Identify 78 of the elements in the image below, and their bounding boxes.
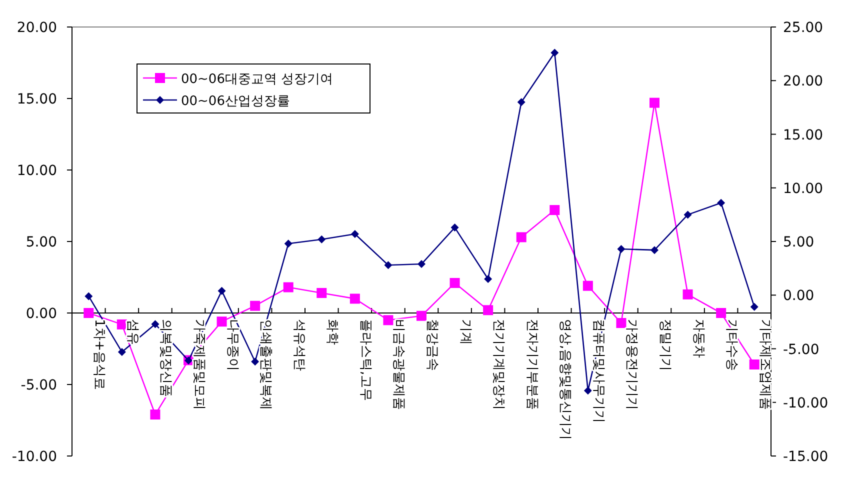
y-tick-label: 0.00 xyxy=(26,306,57,322)
x-tick-label: 정밀기기 xyxy=(658,319,672,371)
x-tick-label: 인쇄출판및복제 xyxy=(258,319,274,410)
y-tick-label: -10.00 xyxy=(12,449,57,465)
point xyxy=(616,318,626,328)
point xyxy=(484,275,492,284)
point xyxy=(350,294,360,304)
x-tick-label: 전기기계및장치 xyxy=(491,319,506,410)
y2-tick-label: -15.00 xyxy=(783,449,828,465)
x-tick-label: 플라스틱,고무 xyxy=(358,319,373,402)
x-tick-label: 컴퓨터및사무기기 xyxy=(590,319,606,423)
x-tick-label: 기계 xyxy=(458,319,473,345)
x-tick-label: 1차+음식료 xyxy=(92,319,107,390)
point xyxy=(250,300,260,311)
y-tick-label: 10.00 xyxy=(16,163,57,179)
point xyxy=(84,292,93,300)
x-tick-label: 화학 xyxy=(324,319,340,345)
point xyxy=(684,210,692,219)
point xyxy=(584,386,592,395)
legend-label: 00~06대중교역 성장기여 xyxy=(181,72,334,87)
point xyxy=(550,48,559,57)
point xyxy=(216,316,227,327)
point xyxy=(284,240,292,248)
y2-tick-label: 0.00 xyxy=(783,288,814,304)
y2-tick-label: 15.00 xyxy=(783,127,824,144)
x-tick-label: 비금속광물제품 xyxy=(391,319,406,410)
y-tick-label: 20.00 xyxy=(16,20,57,36)
point xyxy=(517,98,526,106)
y2-tick-label: 10.00 xyxy=(783,180,824,197)
point xyxy=(450,278,460,288)
point xyxy=(150,410,160,420)
point xyxy=(516,232,526,242)
y-tick-label: 5.00 xyxy=(26,234,57,250)
x-tick-label: 기타제조업제품 xyxy=(757,319,772,410)
x-tick-label: 석유석탄 xyxy=(291,319,306,371)
y-tick-label: -5.00 xyxy=(20,378,57,394)
point xyxy=(84,308,94,318)
x-tick-label: 섬유 xyxy=(124,319,140,345)
y2-tick-label: -5.00 xyxy=(783,342,820,358)
point xyxy=(218,286,226,295)
point xyxy=(384,261,392,270)
point xyxy=(251,358,260,366)
point xyxy=(350,230,359,238)
x-tick-label: 나무종이 xyxy=(224,319,240,371)
point xyxy=(118,348,126,356)
point xyxy=(450,224,459,232)
y2-tick-label: 25.00 xyxy=(783,20,824,36)
point xyxy=(151,320,160,328)
x-tick-label: 가죽제품및모피 xyxy=(192,319,206,410)
point xyxy=(682,289,693,300)
point xyxy=(283,282,294,292)
x-tick-label: 자동차 xyxy=(690,319,706,358)
point xyxy=(717,198,726,207)
point xyxy=(483,305,494,316)
x-tick-label: 철강금속 xyxy=(424,319,440,371)
point xyxy=(582,280,593,291)
x-tick-label: 전자기기부분품 xyxy=(524,319,540,410)
point xyxy=(318,235,326,244)
point xyxy=(316,288,327,298)
point xyxy=(418,260,426,268)
point xyxy=(416,310,426,321)
point xyxy=(650,98,660,108)
x-tick-label: 가정용전기기기 xyxy=(624,319,640,410)
legend-label: 00~06산업성장률 xyxy=(181,94,290,109)
y-tick-label: 15.00 xyxy=(16,92,57,108)
point xyxy=(750,302,758,311)
point xyxy=(550,205,560,216)
point xyxy=(383,315,394,326)
point xyxy=(749,359,760,370)
x-tick-label: 영상,음향및통신기기 xyxy=(558,319,573,440)
y2-tick-label: -10.00 xyxy=(783,395,828,412)
point xyxy=(617,245,626,254)
y2-tick-label: 20.00 xyxy=(783,74,824,90)
point xyxy=(650,246,658,254)
point xyxy=(716,308,726,318)
x-tick-label: 의복및장신품 xyxy=(158,319,174,397)
y2-tick-label: 5.00 xyxy=(783,234,814,250)
x-tick-label: 기타수송 xyxy=(724,319,740,371)
